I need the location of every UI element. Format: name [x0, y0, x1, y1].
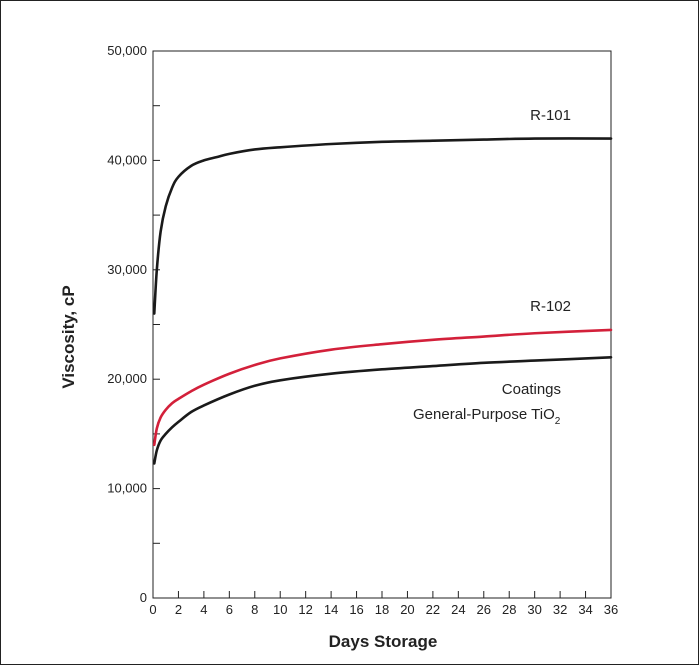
y-axis-title: Viscosity, cP — [59, 285, 78, 388]
x-tick-label: 10 — [273, 602, 287, 617]
x-tick-label: 34 — [578, 602, 592, 617]
x-tick-label: 18 — [375, 602, 389, 617]
x-axis-ticks: 0 2 4 6 8 10 12 14 16 18 20 22 24 26 28 30 32 34 36 — [149, 591, 618, 617]
x-axis-title: Days Storage — [329, 632, 438, 651]
x-tick-label: 26 — [477, 602, 491, 617]
series-line-1 — [152, 137, 613, 315]
x-tick-label: 12 — [298, 602, 312, 617]
x-tick-label: 24 — [451, 602, 465, 617]
x-tick-label: 8 — [251, 602, 258, 617]
y-tick-label: 20,000 — [107, 371, 147, 386]
plot-area — [152, 50, 612, 599]
x-tick-label: 20 — [400, 602, 414, 617]
y-tick-label: 30,000 — [107, 262, 147, 277]
label-subscript-2: 2 — [555, 416, 561, 427]
x-tick-label: 32 — [553, 602, 567, 617]
x-tick-label: 36 — [604, 602, 618, 617]
x-tick-label: 22 — [426, 602, 440, 617]
y-axis-ticks: 0 10,000 20,000 30,000 40,000 50,000 — [107, 43, 160, 605]
x-tick-label: 14 — [324, 602, 338, 617]
x-tick-label: 28 — [502, 602, 516, 617]
label-general-purpose-tio2: General-Purpose TiO2 — [413, 406, 561, 427]
y-tick-label: 50,000 — [107, 43, 147, 58]
label-r102: R-102 — [530, 298, 571, 315]
x-tick-label: 16 — [349, 602, 363, 617]
x-tick-label: 6 — [226, 602, 233, 617]
y-tick-label: 40,000 — [107, 152, 147, 167]
label-coatings: Coatings — [502, 381, 561, 398]
series-lines — [152, 137, 613, 465]
x-tick-label: 2 — [175, 602, 182, 617]
label-r101: R-101 — [530, 107, 571, 124]
x-tick-label: 30 — [527, 602, 541, 617]
y-tick-label: 10,000 — [107, 481, 147, 496]
series-line-3 — [152, 356, 613, 465]
y-tick-label: 0 — [140, 590, 147, 605]
series-line-2 — [152, 328, 613, 447]
plot-border — [152, 50, 612, 599]
x-tick-label: 4 — [200, 602, 207, 617]
x-tick-label: 0 — [149, 602, 156, 617]
label-general-purpose-text: General-Purpose TiO — [413, 406, 555, 423]
